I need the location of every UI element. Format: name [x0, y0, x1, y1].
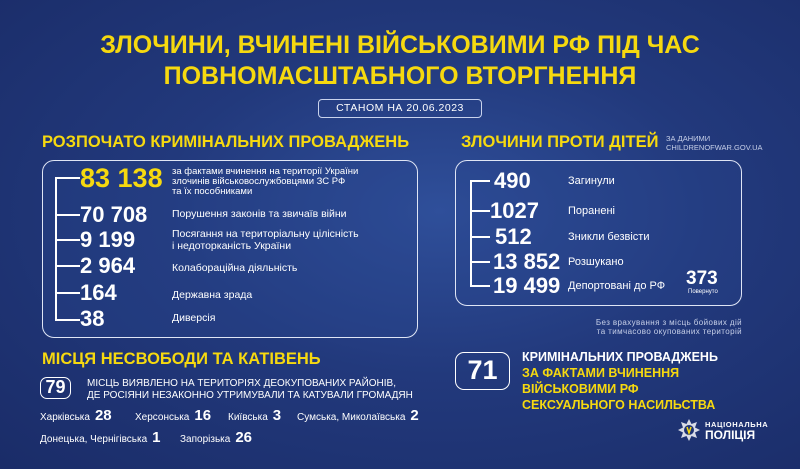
child-stat-label: Загинули [568, 175, 615, 187]
tick [55, 239, 80, 241]
child-stat-value: 512 [495, 224, 532, 249]
stat-value: 38 [80, 306, 105, 331]
criminal-heading: РОЗПОЧАТО КРИМІНАЛЬНИХ ПРОВАДЖЕНЬ [42, 133, 410, 151]
stat-desc: Державна зрада [172, 289, 253, 301]
tick [470, 236, 490, 238]
bracket-line [470, 180, 472, 287]
criminal-box [42, 160, 418, 338]
children-box [455, 160, 742, 306]
region-item: Харківська 28 [40, 407, 112, 424]
child-stat-label: Розшукано [568, 256, 624, 268]
bracket-line [55, 178, 57, 321]
date-badge: СТАНОМ НА 20.06.2023 [318, 99, 482, 118]
police-star-icon [678, 419, 700, 441]
title-line-2: ПОВНОМАСШТАБНОГО ВТОРГНЕННЯ [163, 62, 637, 90]
child-stat-value: 490 [494, 168, 531, 193]
child-stat-value: 1027 [490, 198, 539, 223]
tick [55, 214, 80, 216]
child-stat-value: 13 852 [493, 249, 561, 274]
region-item: Донецька, Чернігівська 1 [40, 429, 161, 446]
stat-value: 83 138 [80, 163, 163, 193]
child-stat-label: Депортовані до РФ [568, 280, 666, 292]
stat-value: 9 199 [80, 227, 136, 252]
stat-value: 70 708 [80, 202, 148, 227]
children-footnote: Без врахування з місць бойових дій та тим… [595, 318, 742, 336]
tick [470, 210, 490, 212]
child-stat-label: Поранені [568, 205, 615, 217]
tick [55, 265, 80, 267]
tick [470, 180, 490, 182]
tick [55, 319, 80, 321]
child-stat-value: 19 499 [493, 273, 561, 298]
tick [55, 292, 80, 294]
stat-desc: Диверсія [172, 312, 216, 324]
places-count: 79 [40, 377, 71, 399]
region-item: Херсонська 16 [135, 407, 212, 424]
tick [470, 285, 490, 287]
children-heading: ЗЛОЧИНИ ПРОТИ ДІТЕЙ [461, 133, 659, 151]
region-item: Запорізька 26 [180, 429, 252, 446]
sexual-count: 71 [455, 352, 510, 390]
region-item: Сумська, Миколаївська 2 [297, 407, 419, 424]
tick [55, 177, 80, 179]
places-heading: МІСЦЯ НЕСВОБОДИ ТА КАТІВЕНЬ [42, 350, 321, 368]
stat-desc: Порушення законів та звичаїв війни [172, 208, 347, 220]
stat-desc: Посягання на територіальну цілісність і н… [172, 228, 359, 252]
stat-desc: за фактами вчинення на території України… [172, 166, 359, 197]
tick [470, 261, 490, 263]
stat-desc: Колабораційна діяльність [172, 262, 298, 274]
source-note: ЗА ДАНИМИ CHILDRENOFWAR.GOV.UA [666, 134, 763, 152]
returned-value: 373 [686, 268, 718, 289]
region-item: Київська 3 [228, 407, 282, 424]
stat-value: 164 [80, 280, 117, 305]
police-logo-text: НАЦІОНАЛЬНА ПОЛІЦІЯ [705, 420, 769, 442]
sexual-text: КРИМІНАЛЬНИХ ПРОВАДЖЕНЬ ЗА ФАКТАМИ ВЧИНЕН… [522, 350, 718, 412]
child-stat-label: Зникли безвісти [568, 231, 650, 243]
stat-value: 2 964 [80, 253, 136, 278]
returned-label: Повернуто [688, 289, 718, 295]
places-text: МІСЦЬ ВИЯВЛЕНО НА ТЕРИТОРІЯХ ДЕОКУПОВАНИ… [87, 378, 413, 401]
title-line-1: ЗЛОЧИНИ, ВЧИНЕНІ ВІЙСЬКОВИМИ РФ ПІД ЧАС [100, 31, 700, 59]
